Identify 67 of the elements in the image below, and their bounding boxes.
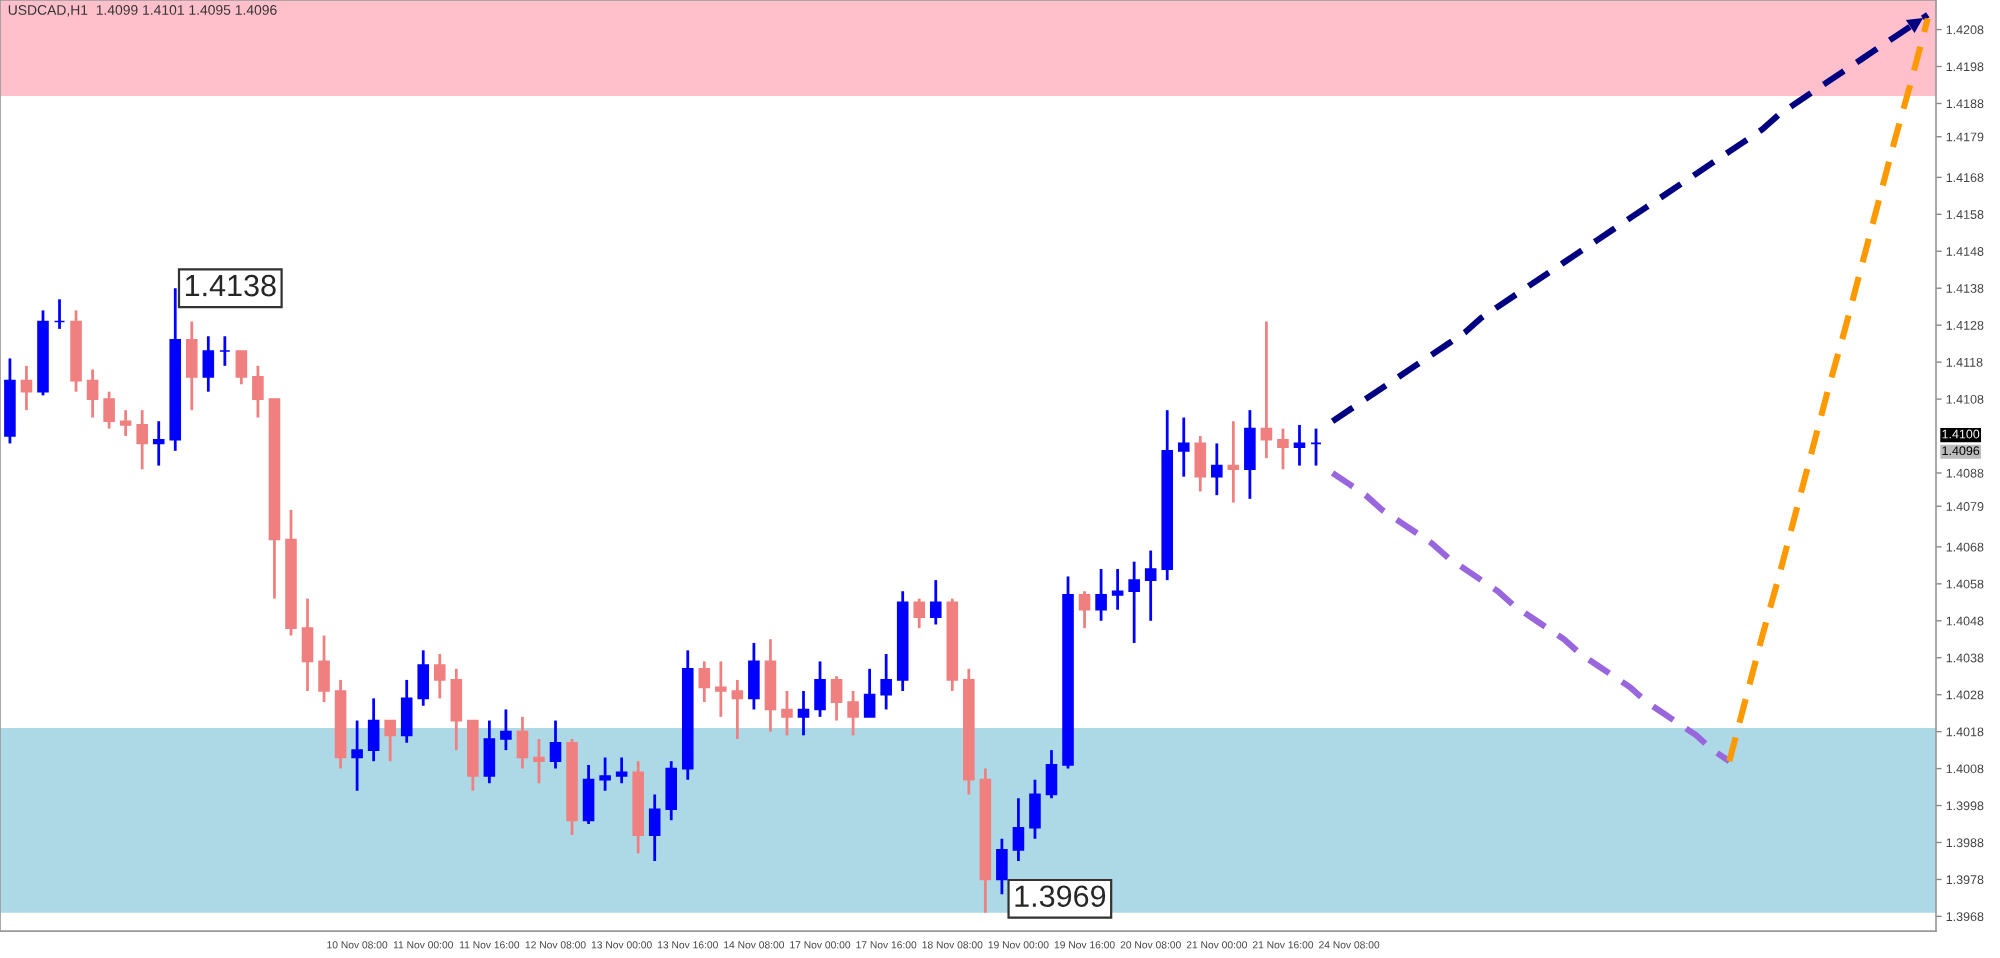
- candlestick: [913, 597, 926, 630]
- candlestick: [549, 719, 562, 770]
- candlestick: [1095, 567, 1107, 623]
- candlestick: [533, 737, 545, 785]
- candlestick: [1293, 423, 1306, 467]
- candlestick: [880, 652, 892, 711]
- line-series: [1329, 469, 1733, 765]
- candlestick: [301, 597, 314, 693]
- candlestick: [384, 719, 396, 763]
- annotation: 1.4138: [185, 274, 276, 297]
- candlestick: [1244, 408, 1256, 501]
- candlestick: [648, 793, 661, 863]
- candlestick: [830, 674, 843, 722]
- annotation: 1.3969: [1015, 885, 1106, 908]
- candlestick: [119, 408, 132, 438]
- candlestick: [20, 364, 33, 412]
- candlestick: [417, 648, 430, 708]
- candlestick: [996, 837, 1008, 896]
- candlestick: [450, 667, 463, 752]
- candlestick: [1128, 560, 1140, 645]
- candlestick: [1078, 589, 1091, 630]
- candlestick: [516, 715, 529, 770]
- candlestick: [433, 652, 446, 700]
- candlestick: [367, 696, 380, 763]
- candlestick: [235, 349, 248, 386]
- candlestick: [1111, 567, 1124, 612]
- candlestick: [136, 408, 148, 471]
- candlestick: [86, 368, 99, 419]
- candlestick: [1144, 549, 1157, 623]
- candlestick: [219, 334, 231, 368]
- candlestick: [500, 708, 512, 752]
- candlestick: [1029, 778, 1041, 841]
- candlestick: [1177, 416, 1190, 479]
- candlestick: [847, 689, 859, 737]
- line-series: [1726, 15, 1931, 765]
- candlestick: [1260, 320, 1273, 460]
- candlestick: [1045, 748, 1058, 800]
- candlestick: [351, 719, 363, 793]
- candlestick: [202, 334, 215, 394]
- candlestick: [781, 689, 793, 737]
- candlestick: [1211, 442, 1223, 497]
- candlestick: [599, 756, 611, 793]
- candlestick: [715, 660, 727, 719]
- candlestick: [698, 660, 711, 704]
- candlestick: [748, 641, 760, 711]
- candlestick: [731, 678, 744, 741]
- candlestick: [814, 660, 826, 719]
- line-series: [1329, 11, 1931, 425]
- candlestick: [929, 578, 942, 626]
- candlestick: [1012, 796, 1025, 863]
- candlestick: [863, 667, 876, 719]
- candlestick: [1310, 427, 1322, 467]
- candlestick: [252, 364, 264, 419]
- candlestick: [185, 320, 198, 412]
- candlestick: [1194, 434, 1207, 493]
- candlestick: [1227, 419, 1240, 504]
- candlestick: [152, 419, 165, 467]
- candlestick: [797, 689, 810, 737]
- candlestick: [1277, 427, 1289, 471]
- candlestick: [53, 297, 66, 331]
- candlestick: [103, 390, 115, 431]
- candlestick: [582, 763, 595, 826]
- candlestick: [615, 756, 628, 785]
- candlestick: [400, 678, 413, 745]
- candlestick: [483, 719, 496, 785]
- candlestick: [318, 634, 330, 704]
- candlestick: [665, 759, 678, 822]
